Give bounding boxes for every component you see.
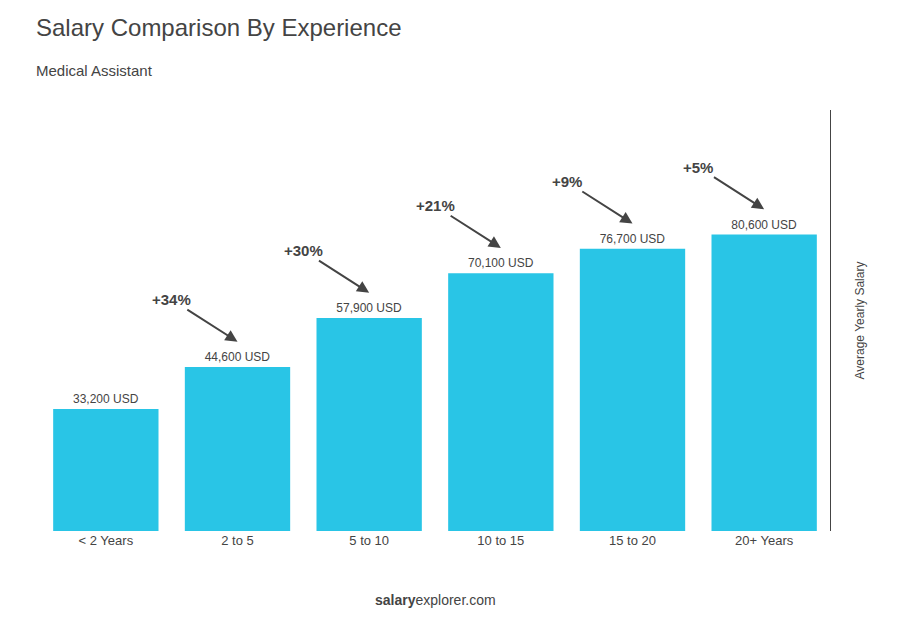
svg-text:+9%: +9%: [552, 173, 582, 190]
svg-text:5 to 10: 5 to 10: [349, 533, 389, 548]
svg-text:33,200 USD: 33,200 USD: [73, 392, 139, 406]
svg-text:+30%: +30%: [284, 242, 323, 259]
svg-text:44,600 USD: 44,600 USD: [205, 350, 271, 364]
svg-text:+34%: +34%: [152, 291, 191, 308]
svg-text:20+ Years: 20+ Years: [735, 533, 794, 548]
svg-text:80,600 USD: 80,600 USD: [731, 218, 797, 232]
svg-text:10 to 15: 10 to 15: [477, 533, 524, 548]
svg-text:70,100 USD: 70,100 USD: [468, 256, 534, 270]
svg-text:Medical Assistant: Medical Assistant: [36, 62, 153, 79]
svg-text:+21%: +21%: [416, 197, 455, 214]
svg-text:< 2 Years: < 2 Years: [79, 533, 134, 548]
svg-text:Average Yearly Salary: Average Yearly Salary: [853, 262, 867, 380]
svg-text:salaryexplorer.com: salaryexplorer.com: [375, 592, 496, 608]
svg-text:76,700 USD: 76,700 USD: [600, 232, 666, 246]
svg-text:15 to 20: 15 to 20: [609, 533, 656, 548]
svg-text:57,900 USD: 57,900 USD: [336, 301, 402, 315]
svg-text:Salary Comparison By Experienc: Salary Comparison By Experience: [36, 14, 402, 41]
svg-text:+5%: +5%: [683, 159, 713, 176]
svg-text:2 to 5: 2 to 5: [221, 533, 254, 548]
